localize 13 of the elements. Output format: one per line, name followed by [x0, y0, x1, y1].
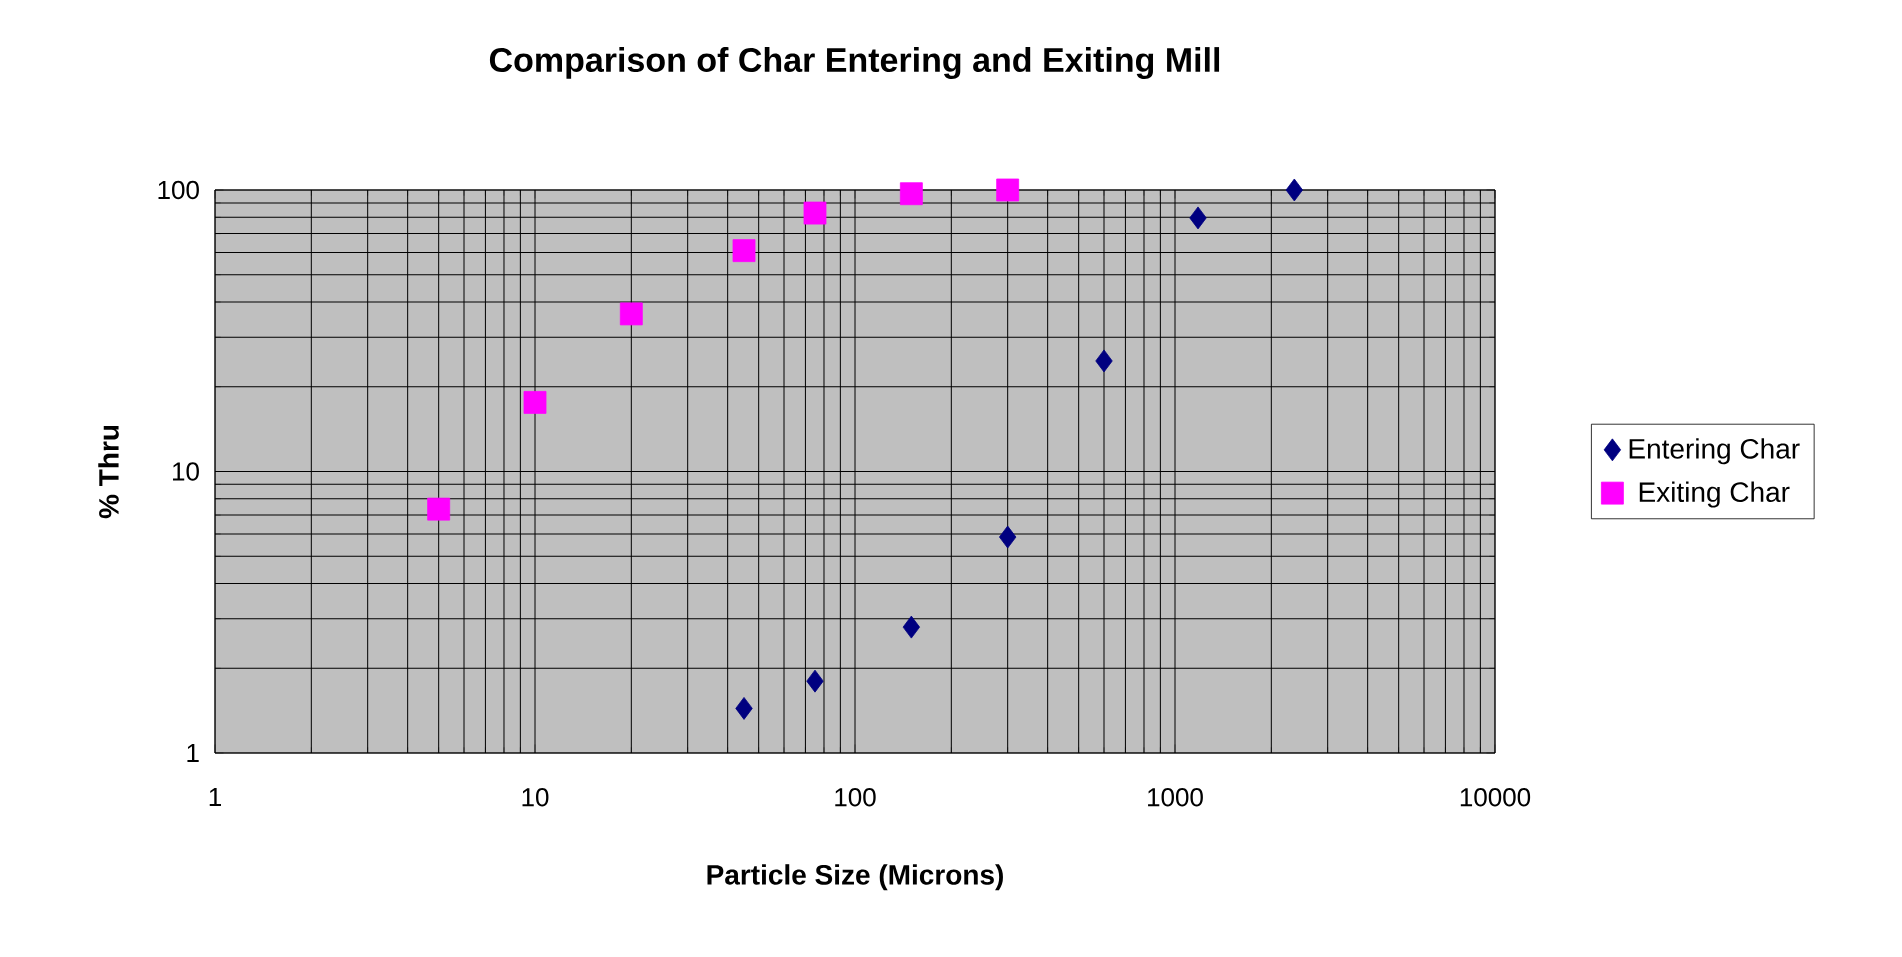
x-tick-label: 1000 [1148, 788, 1203, 807]
legend-label: Entering Char [1629, 438, 1800, 465]
x-tick-label: 100 [835, 788, 876, 807]
legend-label: Exiting Char [1639, 481, 1790, 508]
y-tick-label: 100 [158, 180, 199, 200]
x-tick-label: 10 [522, 788, 549, 807]
x-axis-title: Particle Size (Microns) [707, 864, 1003, 891]
y-axis-title: % Thru [98, 425, 119, 519]
x-tick-label: 10000 [1460, 788, 1531, 807]
y-tick-label: 10 [173, 462, 199, 481]
y-tick-label: 1 [187, 744, 199, 762]
x-tick-label: 1 [209, 788, 221, 806]
chart-title: Comparison of Char Entering and Exiting Mill [489, 47, 1220, 79]
